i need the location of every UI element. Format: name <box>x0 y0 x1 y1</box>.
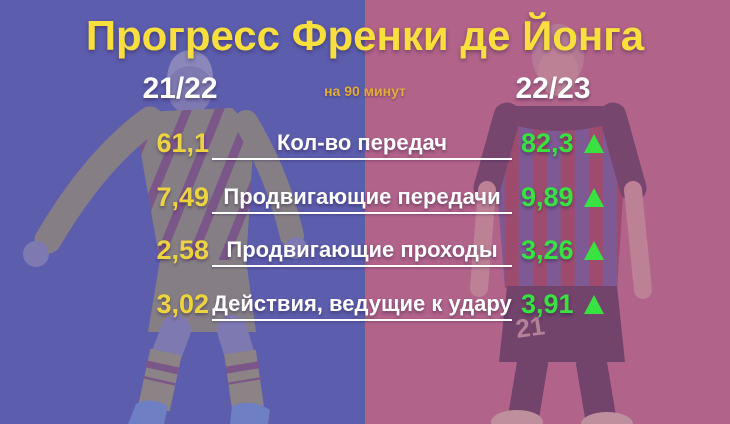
metric-underline <box>212 158 512 160</box>
stat-row-passes: 61,1 Кол-во передач 82,3 <box>0 124 730 164</box>
season-label-22-23: 22/23 <box>515 72 591 105</box>
stat-value-21-22: 2,58 <box>156 235 209 265</box>
stat-row-progressive-passes: 7,49 Продвигающие передачи 9,89 <box>0 178 730 218</box>
stat-value-22-23: 3,91 <box>521 289 574 319</box>
stat-value-21-22: 61,1 <box>156 128 209 158</box>
stat-metric-label: Действия, ведущие к удару <box>212 291 512 316</box>
up-triangle-icon <box>584 241 604 260</box>
stat-row-progressive-carries: 2,58 Продвигающие проходы 3,26 <box>0 231 730 271</box>
stat-row-shot-creating-actions: 3,02 Действия, ведущие к удару 3,91 <box>0 285 730 325</box>
stat-value-22-23: 9,89 <box>521 182 574 212</box>
metric-underline <box>212 319 512 321</box>
up-triangle-icon <box>584 188 604 207</box>
page-title: Прогресс Френки де Йонга <box>85 12 645 59</box>
stat-metric-label: Продвигающие проходы <box>226 237 498 262</box>
metric-underline <box>212 265 512 267</box>
per-90-note: на 90 минут <box>324 83 406 99</box>
season-label-21-22: 21/22 <box>142 72 218 105</box>
up-triangle-icon <box>584 295 604 314</box>
stat-metric-label: Продвигающие передачи <box>223 184 501 209</box>
stat-metric-label: Кол-во передач <box>276 130 448 155</box>
metric-underline <box>212 212 512 214</box>
up-triangle-icon <box>584 134 604 153</box>
stat-value-21-22: 3,02 <box>156 289 209 319</box>
stat-value-22-23: 3,26 <box>521 235 574 265</box>
stat-value-22-23: 82,3 <box>521 128 574 158</box>
stat-value-21-22: 7,49 <box>156 182 209 212</box>
